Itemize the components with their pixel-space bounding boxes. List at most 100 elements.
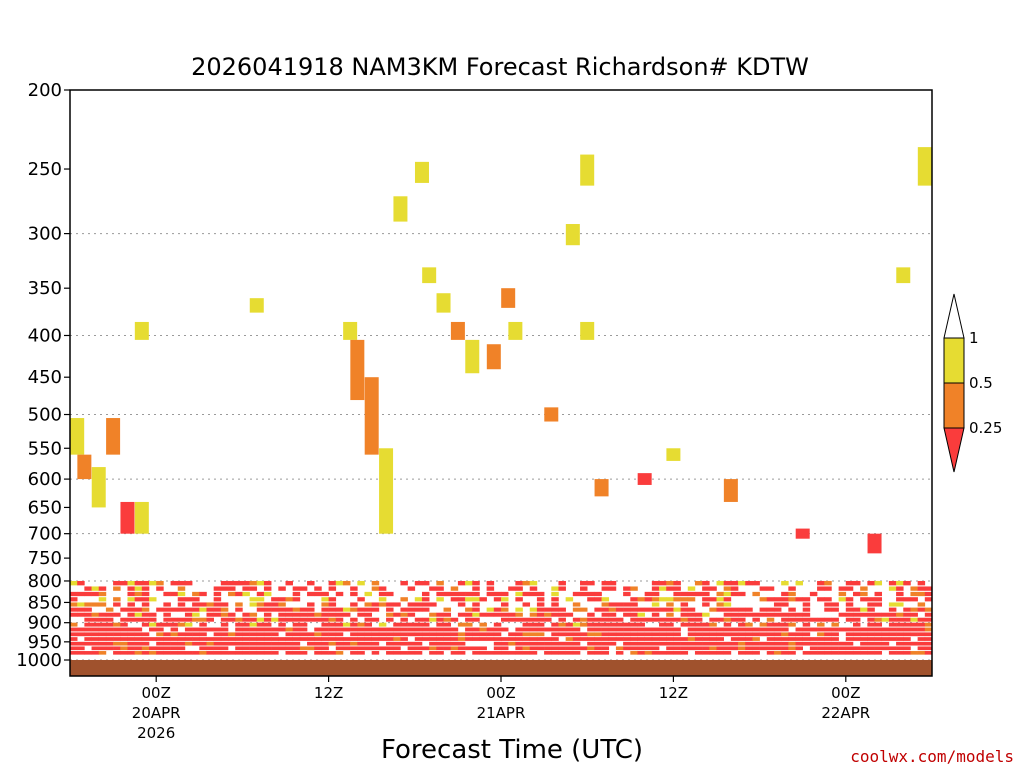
richardson-cell — [860, 591, 868, 597]
richardson-cell — [903, 580, 911, 586]
richardson-cell — [386, 627, 394, 632]
richardson-cell — [486, 591, 495, 597]
richardson-cell — [400, 597, 408, 602]
y-tick-label: 600 — [28, 469, 62, 490]
richardson-cell — [896, 591, 904, 597]
richardson-cell — [565, 637, 574, 641]
richardson-cell — [896, 597, 904, 602]
richardson-cell — [637, 612, 645, 617]
richardson-cell — [120, 607, 128, 612]
richardson-cell — [321, 602, 329, 607]
richardson-cell — [220, 641, 229, 646]
richardson-cell — [694, 627, 703, 632]
richardson-cell — [141, 586, 150, 591]
richardson-cell — [709, 617, 717, 622]
richardson-cell — [141, 597, 150, 602]
richardson-cell — [70, 607, 78, 612]
richardson-cell — [242, 651, 250, 655]
richardson-cell — [457, 622, 466, 627]
richardson-cell — [745, 651, 753, 655]
richardson-cell — [702, 597, 710, 602]
richardson-cell — [256, 622, 265, 627]
richardson-cell — [299, 607, 308, 612]
richardson-cell — [730, 612, 739, 617]
richardson-cell — [687, 607, 696, 612]
richardson-cell — [414, 651, 423, 655]
richardson-cell — [831, 651, 839, 655]
richardson-cell — [852, 627, 861, 632]
richardson-cell — [694, 580, 703, 586]
richardson-cell — [321, 607, 329, 612]
richardson-cell — [651, 632, 660, 637]
richardson-cell — [127, 632, 135, 637]
richardson-cell — [623, 602, 631, 607]
richardson-cell — [299, 586, 308, 591]
richardson-cell — [623, 591, 631, 597]
richardson-cell — [536, 627, 545, 632]
richardson-cell — [163, 641, 171, 646]
richardson-cell — [673, 637, 681, 641]
richardson-cell — [544, 612, 552, 617]
richardson-cell — [673, 632, 681, 637]
richardson-cell — [673, 597, 681, 602]
richardson-cell — [867, 607, 875, 612]
richardson-cell — [817, 627, 825, 632]
richardson-cell — [544, 637, 552, 641]
richardson-cell — [263, 627, 272, 632]
richardson-cell — [479, 622, 487, 627]
richardson-cell — [443, 637, 452, 641]
richardson-cell — [120, 627, 128, 632]
richardson-cell — [831, 607, 839, 612]
richardson-cell — [766, 646, 775, 651]
richardson-cell — [256, 627, 265, 632]
richardson-cell — [845, 637, 854, 641]
richardson-cell — [522, 637, 531, 641]
richardson-cell — [436, 586, 444, 591]
richardson-cell — [443, 632, 452, 637]
richardson-cell — [328, 617, 337, 622]
richardson-cell — [378, 622, 387, 627]
richardson-cell — [644, 646, 653, 651]
richardson-cell — [314, 646, 322, 651]
richardson-cell — [759, 632, 768, 637]
richardson-cell — [730, 646, 739, 651]
richardson-cell — [163, 602, 171, 607]
richardson-cell — [651, 586, 660, 591]
richardson-cell — [113, 602, 121, 607]
richardson-cell — [335, 580, 344, 586]
richardson-cell — [184, 637, 193, 641]
richardson-cell — [84, 632, 92, 637]
richardson-cell — [666, 612, 674, 617]
richardson-cell — [623, 607, 631, 612]
richardson-cell — [709, 607, 717, 612]
richardson-cell — [580, 637, 588, 641]
richardson-cell — [623, 632, 631, 637]
richardson-cell — [572, 646, 581, 651]
richardson-cell — [235, 651, 243, 655]
richardson-cell — [156, 580, 164, 586]
richardson-cell — [242, 617, 250, 622]
richardson-cell — [184, 627, 193, 632]
richardson-cell — [515, 612, 523, 617]
richardson-cell — [723, 627, 732, 632]
richardson-cell — [838, 597, 847, 602]
richardson-cell — [450, 597, 459, 602]
y-tick-label: 200 — [28, 80, 62, 101]
richardson-cell — [321, 617, 329, 622]
richardson-cell — [723, 586, 732, 591]
richardson-cell — [651, 617, 660, 622]
richardson-cell — [400, 580, 408, 586]
richardson-cell — [235, 617, 243, 622]
richardson-cell — [70, 591, 78, 597]
richardson-cell — [321, 651, 329, 655]
richardson-cell — [285, 651, 293, 655]
richardson-cell — [501, 597, 509, 602]
richardson-cell — [321, 627, 329, 632]
richardson-cell — [450, 321, 465, 340]
richardson-cell — [644, 632, 653, 637]
richardson-cell — [551, 651, 559, 655]
richardson-cell — [335, 627, 344, 632]
richardson-cell — [457, 651, 466, 655]
richardson-cell — [888, 607, 897, 612]
richardson-cell — [501, 627, 509, 632]
